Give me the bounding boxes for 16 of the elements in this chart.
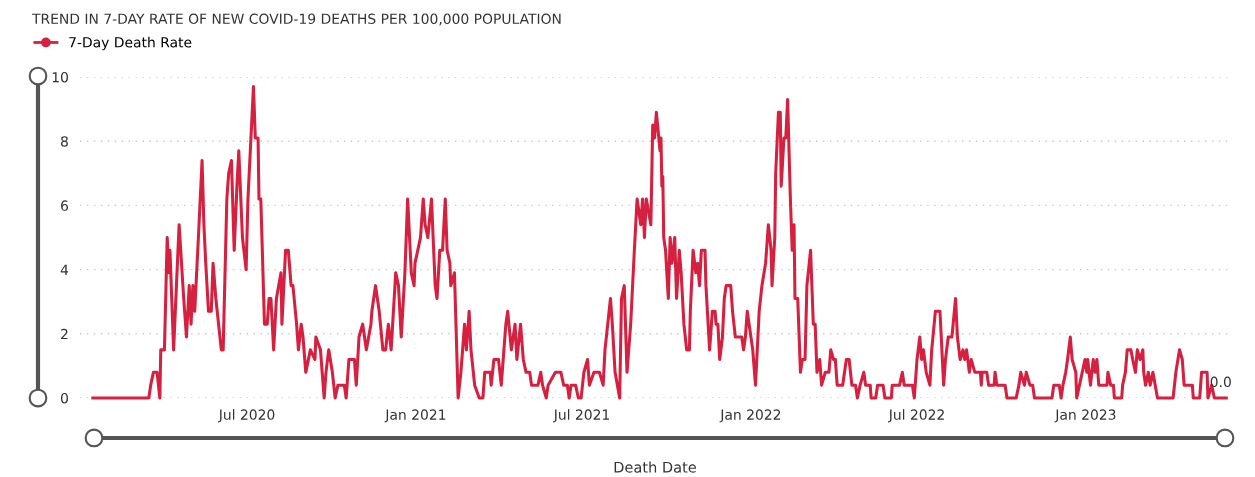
- x-tick-label: Jan 2023: [1054, 409, 1116, 423]
- x-tick-label: Jul 2020: [218, 409, 275, 423]
- annotation: 0.0: [1210, 376, 1231, 388]
- y-tick-label: 10: [52, 71, 68, 83]
- x-tick-label: Jan 2022: [719, 409, 781, 423]
- chart-title: TREND IN 7-DAY RATE OF NEW COVID-19 DEATHS PER 100,000 POPULATION: [31, 13, 561, 26]
- x-tick-label: Jul 2021: [553, 409, 610, 423]
- x-tick-label: Jan 2021: [384, 409, 446, 423]
- y-tick-label: 4: [60, 264, 69, 275]
- y-tick-label: 2: [61, 328, 68, 340]
- x-axis-title: Death Date: [614, 461, 697, 473]
- y-tick-label: 6: [61, 200, 69, 211]
- x-tick-label: Jul 2022: [888, 409, 944, 423]
- y-tick-label: 8: [60, 136, 68, 147]
- legend-label: 7-Day Death Rate: [69, 36, 192, 51]
- y-tick-label: 0: [60, 392, 68, 404]
